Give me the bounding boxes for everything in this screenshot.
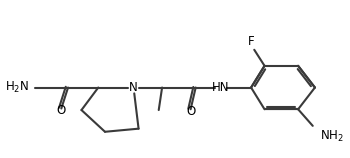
Text: H$_2$N: H$_2$N: [5, 80, 29, 95]
Text: F: F: [248, 35, 254, 48]
Text: O: O: [57, 104, 66, 117]
Text: N: N: [129, 81, 138, 94]
Text: O: O: [186, 105, 195, 118]
Text: NH$_2$: NH$_2$: [320, 129, 344, 144]
Text: HN: HN: [212, 81, 230, 94]
